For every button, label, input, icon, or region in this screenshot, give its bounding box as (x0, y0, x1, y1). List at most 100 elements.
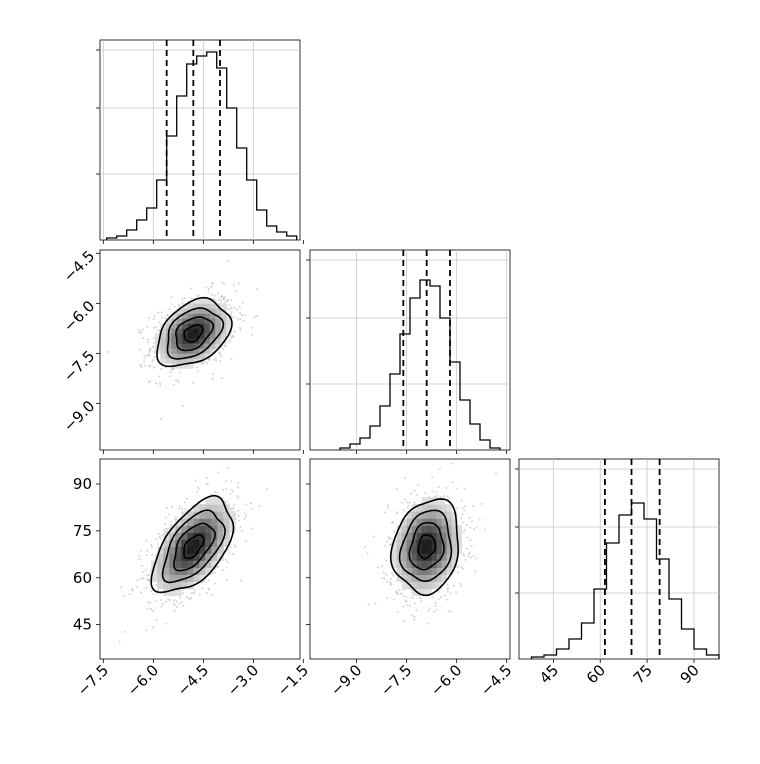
scatter-point (431, 596, 434, 599)
scatter-point (178, 305, 181, 308)
scatter-point (216, 491, 219, 494)
density-cell (204, 343, 211, 349)
scatter-point (196, 486, 199, 489)
scatter-point (151, 360, 154, 363)
scatter-point (139, 549, 142, 552)
x-tick-label-0-1: −6.0 (124, 661, 162, 699)
scatter-point (469, 539, 472, 542)
density-cell (175, 588, 182, 597)
scatter-point (170, 303, 173, 306)
scatter-point (146, 574, 149, 577)
density-cell (187, 303, 194, 309)
scatter-point (155, 538, 157, 541)
scatter-point (219, 360, 222, 363)
scatter-point (157, 311, 160, 314)
density-cell (426, 574, 433, 582)
scatter-point (173, 518, 176, 521)
scatter-point (197, 488, 200, 490)
scatter-point (138, 558, 141, 561)
scatter-point (387, 504, 389, 507)
density-cell (421, 567, 428, 575)
density-cell (169, 560, 176, 568)
scatter-point (183, 501, 186, 504)
scatter-point (165, 506, 168, 509)
density-cell (175, 532, 182, 540)
scatter-point (222, 488, 224, 491)
density-cell (431, 581, 438, 590)
scatter-point (145, 587, 148, 590)
density-cell (426, 553, 433, 561)
scatter-point (189, 598, 192, 601)
density-cell (205, 518, 212, 526)
scatter-point (221, 377, 224, 380)
scatter-point (255, 288, 258, 291)
density-cell (391, 560, 398, 568)
scatter-point (206, 592, 208, 595)
density-cell (193, 574, 200, 582)
scatter-point (211, 571, 214, 574)
density-cell (176, 333, 183, 339)
scatter-point (366, 552, 369, 555)
density-cell (220, 313, 227, 319)
scatter-point (230, 299, 233, 302)
density-cell (181, 560, 188, 568)
density-cell (209, 303, 216, 309)
scatter-point (241, 529, 244, 532)
scatter-point (213, 294, 216, 297)
scatter-point (205, 362, 208, 365)
scatter-point (166, 530, 169, 533)
density-cell (175, 581, 182, 590)
scatter-point (447, 587, 450, 589)
scatter-point (232, 316, 235, 318)
scatter-point (146, 325, 149, 328)
density-cell (187, 546, 194, 554)
scatter-point (400, 501, 403, 504)
density-cell (436, 532, 443, 540)
scatter-point (151, 554, 154, 557)
density-cell (391, 539, 398, 547)
density-cell (401, 553, 408, 561)
scatter-point (403, 498, 406, 501)
scatter-point (194, 479, 197, 482)
density-cell (171, 348, 178, 354)
scatter-point (236, 495, 239, 498)
scatter-point (457, 565, 460, 568)
scatter-point (225, 566, 228, 569)
density-cell (182, 303, 189, 309)
density-cell (187, 567, 194, 575)
density-cell (181, 581, 188, 590)
density-cell (157, 567, 164, 575)
scatter-point (236, 317, 239, 320)
density-cell (217, 497, 224, 505)
scatter-point (160, 367, 163, 370)
scatter-point (168, 308, 171, 311)
density-cell (205, 539, 212, 547)
hist-panel-0 (99, 39, 301, 241)
scatter-point (431, 476, 434, 479)
density-cell (421, 581, 428, 590)
scatter-point (169, 599, 171, 602)
scatter-point (389, 543, 392, 546)
density-cell (211, 518, 218, 526)
density-cell (215, 328, 222, 334)
scatter-point (149, 347, 152, 350)
scatter-point (396, 592, 399, 595)
scatter-point (234, 545, 237, 548)
density-cell (421, 560, 428, 568)
density-cell (451, 525, 458, 533)
scatter-point (171, 506, 173, 508)
scatter-point (136, 579, 139, 582)
density-cell (165, 358, 172, 364)
density-cell (416, 532, 423, 540)
scatter-point (226, 549, 229, 552)
scatter-point (225, 479, 227, 482)
scatter-point (364, 545, 367, 548)
scatter-point (160, 599, 162, 602)
scatter-point (216, 292, 219, 295)
scatter-point (367, 603, 370, 606)
scatter-point (233, 306, 236, 309)
density-cell (193, 504, 200, 512)
scatter-point (244, 314, 247, 317)
